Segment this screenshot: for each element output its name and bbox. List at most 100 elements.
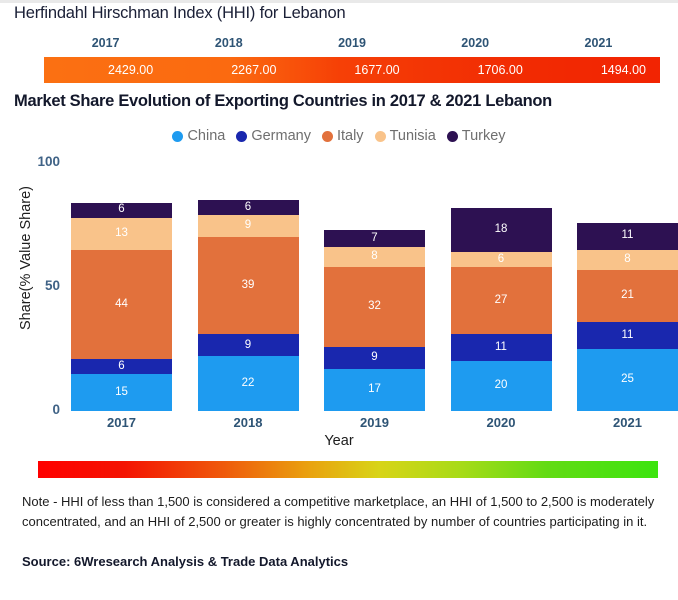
bar-segment-germany[interactable]: 11 — [450, 334, 552, 362]
y-axis-tick-label: 100 — [37, 154, 60, 169]
stacked-bar-column[interactable]: 18 6 27 11 20 — [450, 163, 552, 411]
hhi-value-label: 2429.00 — [108, 63, 154, 77]
legend-item[interactable]: Germany — [236, 128, 311, 144]
stacked-bar-stack: 11 8 21 11 25 — [577, 222, 678, 411]
legend-label: Tunisia — [389, 128, 436, 144]
stacked-bar-stack: 18 6 27 11 20 — [450, 207, 552, 411]
bar-segment-value-label: 11 — [621, 229, 634, 242]
bar-segment-value-label: 17 — [368, 383, 381, 396]
hhi-value-label: 1494.00 — [600, 63, 647, 77]
legend-label: Turkey — [461, 128, 506, 144]
legend-item[interactable]: Turkey — [446, 128, 506, 144]
bar-segment-italy[interactable]: 27 — [450, 267, 552, 335]
top-border-strip — [0, 0, 678, 3]
footer-source: Source: 6Wresearch Analysis & Trade Data… — [22, 554, 349, 569]
bar-segment-value-label: 8 — [624, 252, 631, 265]
stacked-bar-column[interactable]: 7 8 32 9 17 — [324, 163, 425, 411]
bar-segment-turkey[interactable]: 11 — [577, 222, 678, 250]
chart-legend: China Germany Italy Tunisia Turkey — [0, 128, 678, 144]
legend-label: China — [187, 128, 226, 144]
bar-segment-italy[interactable]: 44 — [71, 249, 172, 359]
legend-item[interactable]: Tunisia — [374, 128, 436, 144]
legend-swatch-icon — [236, 130, 248, 142]
bar-segment-tunisia[interactable]: 9 — [197, 215, 299, 238]
bar-segment-tunisia[interactable]: 8 — [577, 249, 678, 270]
bar-segment-tunisia[interactable]: 13 — [71, 217, 172, 250]
chart-title: Market Share Evolution of Exporting Coun… — [14, 92, 552, 110]
legend-swatch-icon — [172, 130, 184, 142]
x-axis-tick-label: 2019 — [360, 415, 389, 430]
bar-segment-value-label: 6 — [497, 252, 505, 265]
bar-segment-china[interactable]: 25 — [577, 348, 678, 411]
bar-segment-china[interactable]: 20 — [450, 361, 552, 411]
hhi-value-label: 1677.00 — [354, 63, 400, 77]
y-axis-title: Share(% Value Share) — [18, 186, 34, 331]
hhi-color-scale-bar — [38, 461, 658, 478]
x-axis-tick-label: 2018 — [233, 415, 263, 430]
footer-note: Note - HHI of less than 1,500 is conside… — [22, 494, 655, 529]
x-axis-tick-label: 2021 — [613, 415, 642, 430]
bar-segment-value-label: 39 — [241, 279, 255, 291]
bar-segment-china[interactable]: 22 — [197, 356, 299, 411]
bar-segment-value-label: 21 — [621, 288, 634, 301]
bar-segment-value-label: 8 — [371, 250, 378, 263]
bar-segment-italy[interactable]: 39 — [197, 237, 299, 335]
bar-segment-china[interactable]: 15 — [71, 373, 172, 411]
stacked-bar-stack: 6 9 39 9 22 — [197, 200, 299, 411]
y-axis-tick-label: 0 — [52, 402, 60, 417]
bar-segment-value-label: 18 — [494, 223, 508, 236]
bar-segment-tunisia[interactable]: 6 — [450, 252, 552, 268]
bar-segment-turkey[interactable]: 6 — [71, 202, 172, 218]
hhi-year-label: 2020 — [461, 36, 490, 50]
legend-swatch-icon — [446, 130, 458, 142]
hhi-value-bar: 2429.00 2267.00 1677.00 1706.00 1494.00 — [44, 57, 660, 83]
x-axis-title: Year — [324, 433, 354, 449]
bar-segment-tunisia[interactable]: 8 — [324, 247, 425, 268]
bar-segment-value-label: 22 — [241, 376, 255, 389]
hhi-year-label: 2021 — [584, 36, 613, 50]
bar-segment-turkey[interactable]: 18 — [450, 207, 552, 253]
bar-segment-value-label: 20 — [494, 379, 508, 392]
stacked-bar-column[interactable]: 6 13 44 6 15 — [71, 163, 172, 411]
x-axis-tick-label: 2020 — [486, 415, 516, 430]
legend-swatch-icon — [321, 130, 333, 142]
legend-item[interactable]: Italy — [321, 128, 364, 144]
stacked-bar-column[interactable]: 11 8 21 11 25 — [577, 163, 678, 411]
hhi-title: Herfindahl Hirschman Index (HHI) for Leb… — [14, 4, 346, 22]
legend-item[interactable]: China — [172, 128, 225, 144]
bar-segment-value-label: 13 — [115, 226, 128, 239]
x-axis-tick-label: 2017 — [107, 415, 136, 430]
bar-segment-value-label: 9 — [244, 219, 252, 232]
bar-segment-value-label: 11 — [495, 340, 507, 353]
hhi-value-label: 2267.00 — [231, 63, 277, 77]
bar-segment-germany[interactable]: 11 — [577, 321, 678, 349]
bar-segment-value-label: 6 — [118, 359, 125, 372]
bar-segment-turkey[interactable]: 7 — [324, 229, 425, 248]
bar-segment-italy[interactable]: 21 — [577, 269, 678, 322]
bar-segment-value-label: 27 — [494, 293, 508, 306]
bar-segment-value-label: 9 — [244, 338, 252, 351]
bar-segment-germany[interactable]: 9 — [197, 334, 299, 357]
stacked-bar-column[interactable]: 6 9 39 9 22 — [197, 163, 299, 411]
bar-segment-value-label: 15 — [115, 385, 128, 398]
bar-segment-value-label: 44 — [115, 297, 128, 310]
bar-segment-value-label: 9 — [371, 350, 378, 363]
hhi-value-label: 1706.00 — [477, 63, 523, 77]
bar-segment-value-label: 6 — [118, 203, 125, 216]
hhi-year-header-row: 2017 2018 2019 2020 2021 — [44, 33, 660, 53]
legend-swatch-icon — [374, 130, 386, 142]
hhi-year-label: 2019 — [338, 36, 366, 50]
bar-segment-germany[interactable]: 9 — [324, 346, 425, 369]
hhi-year-label: 2018 — [214, 36, 243, 50]
y-axis-tick-label: 50 — [44, 278, 60, 293]
bar-segment-turkey[interactable]: 6 — [197, 200, 299, 216]
hhi-year-label: 2017 — [91, 36, 120, 50]
legend-label: Italy — [336, 128, 364, 144]
bar-segment-value-label: 25 — [621, 373, 634, 386]
bar-segment-germany[interactable]: 6 — [71, 358, 172, 374]
bar-segment-italy[interactable]: 32 — [324, 267, 425, 347]
bar-segment-value-label: 32 — [368, 300, 381, 313]
bar-segment-china[interactable]: 17 — [324, 368, 425, 411]
